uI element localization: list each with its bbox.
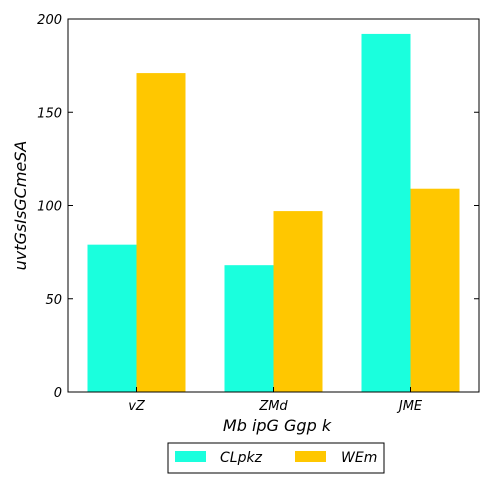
x-tick-label: vZ — [128, 399, 146, 414]
y-tick-label: 0 — [54, 386, 62, 401]
bar-wem-vz — [136, 73, 186, 393]
x-tick-label: JME — [396, 399, 423, 414]
x-axis-ticks: vZ ZMd JME — [128, 387, 423, 414]
bar-clpkz-vz — [87, 244, 137, 392]
y-tick-label: 50 — [45, 293, 62, 308]
bar-clpkz-jme — [361, 33, 411, 393]
x-axis-title: Mb ipG Ggp k — [223, 416, 332, 435]
legend: CLpkz WEm — [167, 442, 385, 474]
y-axis-title: uvtGsIsGCmeSA — [11, 141, 30, 271]
legend-swatch-clpkz — [175, 451, 206, 462]
legend-label-wem: WEm — [341, 450, 377, 466]
bars-layer — [87, 33, 460, 393]
legend-swatch-wem — [295, 451, 326, 462]
y-axis-ticks: 0 50 100 150 200 — [37, 13, 479, 401]
x-tick-label: ZMd — [258, 399, 288, 414]
y-tick-label: 200 — [37, 13, 62, 28]
bar-wem-jme — [410, 188, 460, 392]
bar-wem-zmd — [273, 211, 323, 392]
legend-label-clpkz: CLpkz — [220, 450, 263, 466]
bar-clpkz-zmd — [224, 265, 274, 392]
y-tick-label: 100 — [37, 200, 62, 215]
y-tick-label: 150 — [37, 106, 62, 121]
